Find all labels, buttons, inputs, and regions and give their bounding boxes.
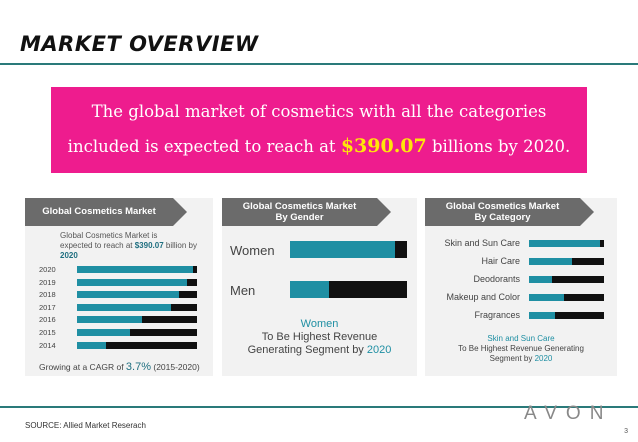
panel-global-market: Global Cosmetics Market Global Cosmetics…: [25, 198, 213, 376]
panel-by-category-subtitle: By Category: [474, 212, 531, 223]
bar-fill: [529, 258, 572, 265]
panel-by-category-title: Global Cosmetics Market: [445, 201, 560, 212]
page-number: 3: [624, 428, 628, 435]
panel-global-market-subtitle: Global Cosmetics Market is expected to r…: [60, 231, 213, 261]
subtitle-line-1: Global Cosmetics Market is: [60, 231, 158, 240]
cagr-line: Growing at a CAGR of 3.7% (2015-2020): [39, 361, 200, 373]
bar-label: 2019: [39, 277, 56, 287]
bar: [77, 341, 197, 349]
gender-caption-line-2: To Be Highest Revenue: [261, 331, 378, 343]
panel-global-market-header: Global Cosmetics Market: [25, 198, 187, 226]
subtitle-value: $390.07: [134, 241, 164, 250]
category-caption-text: Segment by: [489, 354, 535, 363]
cagr-text: Growing at a CAGR of: [39, 362, 126, 372]
bar: [290, 281, 407, 298]
category-caption-line-1: Skin and Sun Care: [487, 334, 555, 343]
bar-label: 2020: [39, 265, 56, 274]
bar-label: Skin and Sun Care: [444, 238, 520, 248]
slide-title: MARKET OVERVIEW: [20, 32, 259, 56]
bar-fill: [290, 241, 396, 258]
title-divider: [0, 63, 638, 65]
panel-by-category-header: Global Cosmetics Market By Category: [425, 198, 594, 226]
bar-fill: [290, 281, 329, 298]
cagr-value: 3.7%: [125, 361, 151, 373]
banner-highlight-value: $390.07: [340, 135, 427, 157]
bar-fill: [529, 312, 556, 319]
bar-fill: [529, 276, 552, 283]
panel-by-gender-title: Global Cosmetics Market: [242, 201, 357, 212]
bar-label: Makeup and Color: [446, 292, 520, 302]
bar-label: 2015: [39, 328, 56, 337]
subtitle-year: 2020: [60, 251, 78, 260]
avon-logo: AVON: [524, 403, 613, 424]
gender-caption-text: Generating Segment by: [247, 344, 367, 356]
subtitle-text: expected to reach at: [60, 241, 135, 250]
bar: [529, 276, 604, 283]
bar: [529, 240, 604, 247]
bar-label: Men: [230, 283, 256, 298]
gender-caption: Women To Be Highest Revenue Generating S…: [222, 318, 417, 357]
bar: [529, 258, 604, 265]
panel-by-gender-subtitle: By Gender: [275, 212, 324, 223]
banner-line-2: included is expected to reach at $390.07…: [51, 129, 587, 164]
category-caption-year: 2020: [534, 354, 553, 363]
bar: [77, 278, 197, 286]
bar-label: Fragrances: [474, 310, 520, 320]
bar-label: 2014: [39, 340, 56, 350]
bar-fill: [77, 316, 142, 324]
bar-label: Women: [230, 243, 275, 258]
gender-caption-line-1: Women: [300, 318, 339, 330]
subtitle-line-2: expected to reach at $390.07 billion by …: [60, 241, 213, 261]
panel-global-market-title: Global Cosmetics Market: [42, 206, 156, 217]
bar-label: Deodorants: [473, 274, 520, 284]
bar: [77, 329, 197, 336]
panel-by-category: Global Cosmetics Market By Category Skin…: [425, 198, 617, 376]
category-caption: Skin and Sun Care To Be Highest Revenue …: [425, 334, 617, 364]
bar-label: 2017: [39, 302, 56, 312]
bar-fill: [77, 278, 188, 286]
footer-divider: [0, 406, 638, 408]
bar-fill: [529, 294, 565, 301]
bar-fill: [77, 329, 130, 336]
bar-label: 2016: [39, 315, 56, 325]
bar: [290, 241, 407, 258]
category-caption-line-3: Segment by 2020: [425, 354, 617, 364]
panel-by-gender-header: Global Cosmetics Market By Gender: [222, 198, 391, 226]
source-note: SOURCE: Allied Market Reserach: [25, 421, 146, 430]
bar: [77, 316, 197, 324]
bar: [529, 312, 604, 319]
bar: [529, 294, 604, 301]
bar-fill: [77, 266, 194, 273]
bar-label: Hair Care: [481, 256, 520, 266]
headline-banner: The global market of cosmetics with all …: [51, 87, 587, 173]
bar-fill: [77, 303, 171, 311]
bar: [77, 266, 197, 273]
gender-caption-year: 2020: [366, 344, 392, 356]
gender-caption-line-3: Generating Segment by 2020: [222, 344, 417, 357]
subtitle-mid: billion by: [163, 241, 197, 250]
category-caption-line-2: To Be Highest Revenue Generating: [458, 344, 584, 353]
cagr-period: (2015-2020): [151, 362, 200, 372]
banner-line-1: The global market of cosmetics with all …: [91, 102, 547, 121]
banner-line-2-post: billions by 2020.: [426, 137, 571, 156]
bar-fill: [77, 291, 179, 299]
bar-fill: [529, 240, 601, 247]
banner-line-2-pre: included is expected to reach at: [67, 137, 341, 156]
panel-by-gender: Global Cosmetics Market By Gender Women M…: [222, 198, 417, 376]
bar: [77, 291, 197, 299]
bar: [77, 303, 197, 311]
bar-fill: [77, 341, 106, 349]
bar-label: 2018: [39, 290, 56, 300]
